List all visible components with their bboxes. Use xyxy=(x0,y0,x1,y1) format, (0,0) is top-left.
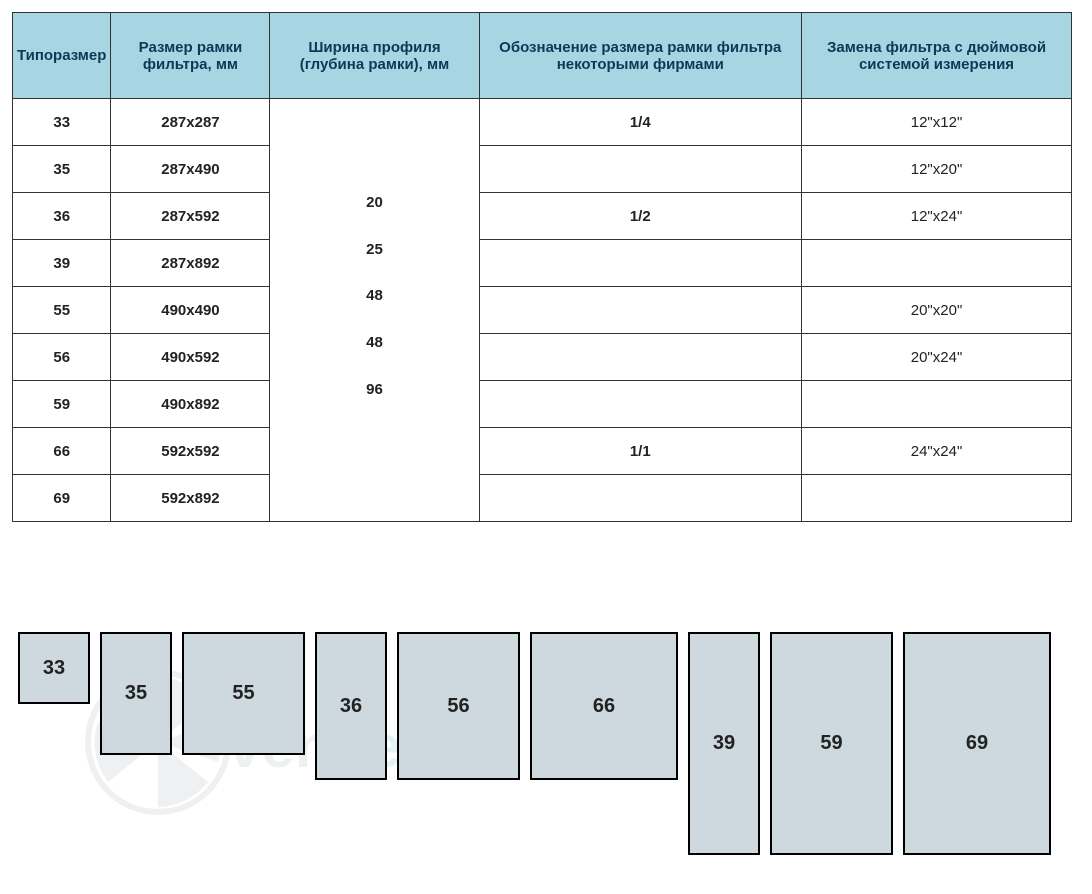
cell-size: 39 xyxy=(13,240,111,287)
filter-size-table: Типоразмер Размер рамки фильтра, мм Шири… xyxy=(12,12,1072,522)
table-header-row: Типоразмер Размер рамки фильтра, мм Шири… xyxy=(13,13,1072,99)
table-row: 69 592x892 xyxy=(13,475,1072,522)
cell-size: 33 xyxy=(13,99,111,146)
cell-desig xyxy=(479,475,802,522)
table-row: 36 287x592 1/2 12"x24" xyxy=(13,193,1072,240)
cell-desig xyxy=(479,381,802,428)
cell-frame: 490x490 xyxy=(111,287,270,334)
cell-frame: 592x592 xyxy=(111,428,270,475)
cell-desig xyxy=(479,334,802,381)
size-box-33: 33 xyxy=(18,632,90,704)
cell-inch: 20"x24" xyxy=(802,334,1072,381)
profile-val: 20 xyxy=(270,194,478,211)
cell-inch: 12"x12" xyxy=(802,99,1072,146)
size-box-55: 55 xyxy=(182,632,305,755)
th-frame: Размер рамки фильтра, мм xyxy=(111,13,270,99)
th-profile: Ширина профиля (глубина рамки), мм xyxy=(270,13,479,99)
profile-val: 96 xyxy=(270,381,478,398)
cell-desig xyxy=(479,287,802,334)
table-row: 66 592x592 1/1 24"x24" xyxy=(13,428,1072,475)
table-row: 33 287x287 20 25 48 48 96 1/4 12"x12" xyxy=(13,99,1072,146)
table-row: 56 490x592 20"x24" xyxy=(13,334,1072,381)
cell-desig: 1/2 xyxy=(479,193,802,240)
table-row: 39 287x892 xyxy=(13,240,1072,287)
cell-inch xyxy=(802,240,1072,287)
cell-desig xyxy=(479,240,802,287)
cell-desig xyxy=(479,146,802,193)
cell-inch: 12"x24" xyxy=(802,193,1072,240)
size-box-59: 59 xyxy=(770,632,893,855)
th-inch: Замена фильтра с дюймовой системой измер… xyxy=(802,13,1072,99)
profile-val: 25 xyxy=(270,241,478,258)
table-row: 55 490x490 20"x20" xyxy=(13,287,1072,334)
cell-size: 36 xyxy=(13,193,111,240)
th-designation: Обозначение размера рамки фильтра некото… xyxy=(479,13,802,99)
cell-inch: 24"x24" xyxy=(802,428,1072,475)
cell-size: 55 xyxy=(13,287,111,334)
size-box-35: 35 xyxy=(100,632,172,755)
cell-profile-merged: 20 25 48 48 96 xyxy=(270,99,479,522)
cell-frame: 287x892 xyxy=(111,240,270,287)
cell-inch xyxy=(802,475,1072,522)
size-box-66: 66 xyxy=(530,632,678,780)
cell-size: 66 xyxy=(13,428,111,475)
size-box-69: 69 xyxy=(903,632,1051,855)
th-size: Типоразмер xyxy=(13,13,111,99)
cell-frame: 490x892 xyxy=(111,381,270,428)
size-box-36: 36 xyxy=(315,632,387,780)
cell-inch: 20"x20" xyxy=(802,287,1072,334)
cell-frame: 490x592 xyxy=(111,334,270,381)
cell-desig: 1/4 xyxy=(479,99,802,146)
cell-inch: 12"x20" xyxy=(802,146,1072,193)
size-box-56: 56 xyxy=(397,632,520,780)
cell-size: 59 xyxy=(13,381,111,428)
cell-frame: 287x490 xyxy=(111,146,270,193)
cell-desig: 1/1 xyxy=(479,428,802,475)
cell-size: 69 xyxy=(13,475,111,522)
cell-size: 35 xyxy=(13,146,111,193)
size-diagram: vent ee 333555365666395969 xyxy=(18,632,1078,882)
table-row: 35 287x490 12"x20" xyxy=(13,146,1072,193)
cell-frame: 287x592 xyxy=(111,193,270,240)
table-row: 59 490x892 xyxy=(13,381,1072,428)
profile-val: 48 xyxy=(270,287,478,304)
cell-inch xyxy=(802,381,1072,428)
cell-frame: 287x287 xyxy=(111,99,270,146)
table-body: 33 287x287 20 25 48 48 96 1/4 12"x12" 35… xyxy=(13,99,1072,522)
size-box-39: 39 xyxy=(688,632,760,855)
cell-frame: 592x892 xyxy=(111,475,270,522)
profile-val: 48 xyxy=(270,334,478,351)
cell-size: 56 xyxy=(13,334,111,381)
